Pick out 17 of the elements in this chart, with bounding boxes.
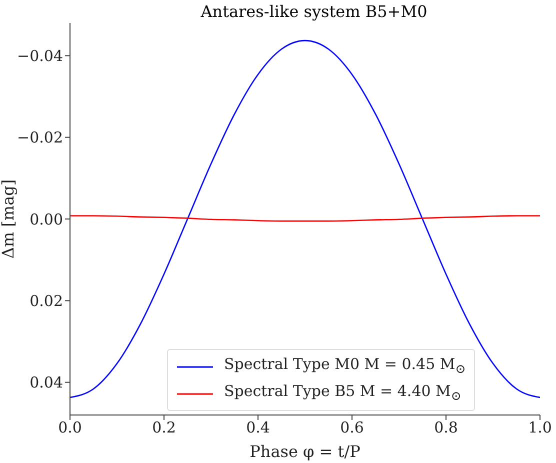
- y-tick-label: 0.04: [30, 374, 63, 392]
- x-tick-label: 0.0: [58, 418, 82, 437]
- y-axis-title: Δm [mag]: [0, 179, 18, 259]
- x-tick-label: 0.2: [152, 418, 176, 437]
- y-tick-label: 0.02: [30, 292, 63, 310]
- y-tick-label: −0.04: [17, 46, 63, 65]
- x-tick-label: 0.8: [434, 418, 458, 437]
- x-tick-label: 0.6: [340, 418, 364, 437]
- legend-label: Spectral Type M0 M = 0.45 M$_{⊙}$: [224, 355, 466, 376]
- x-axis-title: Phase φ = t/P: [250, 442, 361, 461]
- y-tick-label: −0.02: [17, 128, 63, 147]
- chart-title: Antares-like system B5+M0: [200, 2, 428, 21]
- x-tick-label: 0.4: [246, 418, 270, 437]
- legend-label: Spectral Type B5 M = 4.40 M$_{⊙}$: [224, 382, 462, 403]
- x-tick-label: 1.0: [528, 418, 552, 437]
- line-series: [70, 40, 540, 398]
- y-tick-label: 0.00: [30, 210, 63, 228]
